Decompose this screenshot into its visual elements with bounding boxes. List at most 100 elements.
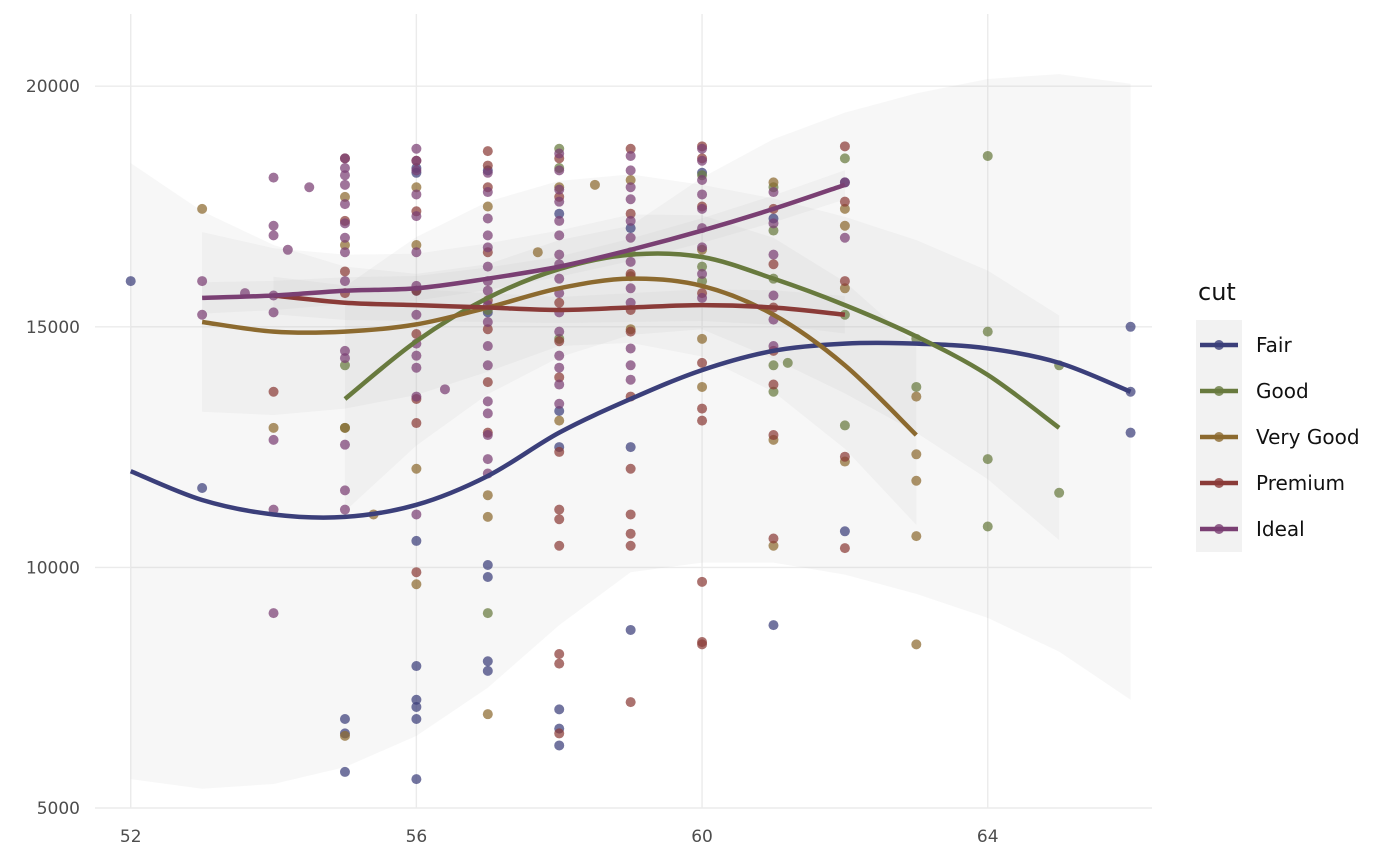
legend-key-point <box>1214 340 1224 350</box>
point-ideal <box>304 182 315 193</box>
point-ideal <box>411 165 422 176</box>
legend-key-point <box>1214 432 1224 442</box>
data-points <box>125 141 1136 785</box>
point-premium <box>339 266 350 277</box>
confidence-band-good <box>344 174 1060 541</box>
point-very-good <box>411 239 422 250</box>
point-ideal <box>282 244 293 255</box>
confidence-band-very-good <box>202 214 917 525</box>
point-premium <box>839 543 850 554</box>
point-premium <box>839 276 850 287</box>
point-ideal <box>482 341 493 352</box>
point-very-good <box>339 239 350 250</box>
point-very-good <box>911 391 922 402</box>
point-very-good <box>411 463 422 474</box>
point-very-good <box>339 422 350 433</box>
confidence-band-fair <box>130 74 1131 789</box>
point-ideal <box>411 509 422 520</box>
x-tick-label: 64 <box>977 827 999 847</box>
y-tick-label: 15000 <box>26 318 80 338</box>
point-very-good <box>554 415 565 426</box>
point-ideal <box>554 398 565 409</box>
point-premium <box>625 528 636 539</box>
point-ideal <box>339 485 350 496</box>
point-premium <box>839 451 850 462</box>
point-fair <box>339 766 350 777</box>
point-premium <box>625 697 636 708</box>
point-ideal <box>268 434 279 445</box>
point-fair <box>554 704 565 715</box>
point-ideal <box>197 309 208 320</box>
y-tick-label: 5000 <box>37 799 80 819</box>
point-ideal <box>411 350 422 361</box>
point-ideal <box>554 230 565 241</box>
point-ideal <box>554 196 565 207</box>
point-very-good <box>268 422 279 433</box>
x-tick-label: 56 <box>406 827 428 847</box>
point-premium <box>697 415 708 426</box>
point-premium <box>482 146 493 157</box>
point-premium <box>768 430 779 441</box>
point-ideal <box>482 261 493 272</box>
point-good <box>768 360 779 371</box>
point-premium <box>697 357 708 368</box>
point-premium <box>554 504 565 515</box>
point-good <box>339 360 350 371</box>
point-ideal <box>482 242 493 253</box>
point-ideal <box>625 194 636 205</box>
point-very-good <box>482 490 493 501</box>
point-good <box>982 521 993 532</box>
point-good <box>839 153 850 164</box>
confidence-band-ideal <box>202 170 845 314</box>
point-premium <box>411 418 422 429</box>
point-very-good <box>197 203 208 214</box>
point-fair <box>625 223 636 234</box>
point-very-good <box>911 475 922 486</box>
point-ideal <box>411 143 422 154</box>
point-ideal <box>697 189 708 200</box>
point-ideal <box>625 165 636 176</box>
smooth-line-premium <box>273 293 846 317</box>
point-ideal <box>339 218 350 229</box>
legend: cut Fair Good Very Good Premium Ideal <box>1196 278 1360 552</box>
point-premium <box>554 658 565 669</box>
point-fair <box>554 740 565 751</box>
smooth-line-ideal <box>202 182 846 301</box>
point-ideal <box>339 345 350 356</box>
point-premium <box>625 326 636 337</box>
point-ideal <box>768 218 779 229</box>
point-ideal <box>554 326 565 337</box>
legend-label: Ideal <box>1256 517 1305 541</box>
point-ideal <box>339 162 350 173</box>
point-premium <box>625 268 636 279</box>
point-premium <box>554 336 565 347</box>
point-ideal <box>482 454 493 465</box>
point-ideal <box>339 179 350 190</box>
point-ideal <box>482 316 493 327</box>
point-ideal <box>554 362 565 373</box>
point-premium <box>768 379 779 390</box>
point-ideal <box>339 353 350 364</box>
point-fair <box>411 713 422 724</box>
point-ideal <box>339 153 350 164</box>
point-ideal <box>439 384 450 395</box>
point-ideal <box>554 184 565 195</box>
point-premium <box>554 540 565 551</box>
point-very-good <box>339 730 350 741</box>
legend-label: Fair <box>1256 333 1292 357</box>
point-premium <box>554 514 565 525</box>
point-fair <box>482 572 493 583</box>
point-fair <box>411 535 422 546</box>
point-fair <box>339 713 350 724</box>
legend-key-point <box>1214 386 1224 396</box>
point-premium <box>554 372 565 383</box>
point-fair <box>482 656 493 667</box>
x-tick-label: 52 <box>120 827 142 847</box>
legend-key-point <box>1214 524 1224 534</box>
point-ideal <box>625 182 636 193</box>
point-ideal <box>268 608 279 619</box>
point-ideal <box>339 504 350 515</box>
smooth-line-very-good <box>201 276 918 437</box>
point-fair <box>554 208 565 219</box>
point-ideal <box>268 220 279 231</box>
